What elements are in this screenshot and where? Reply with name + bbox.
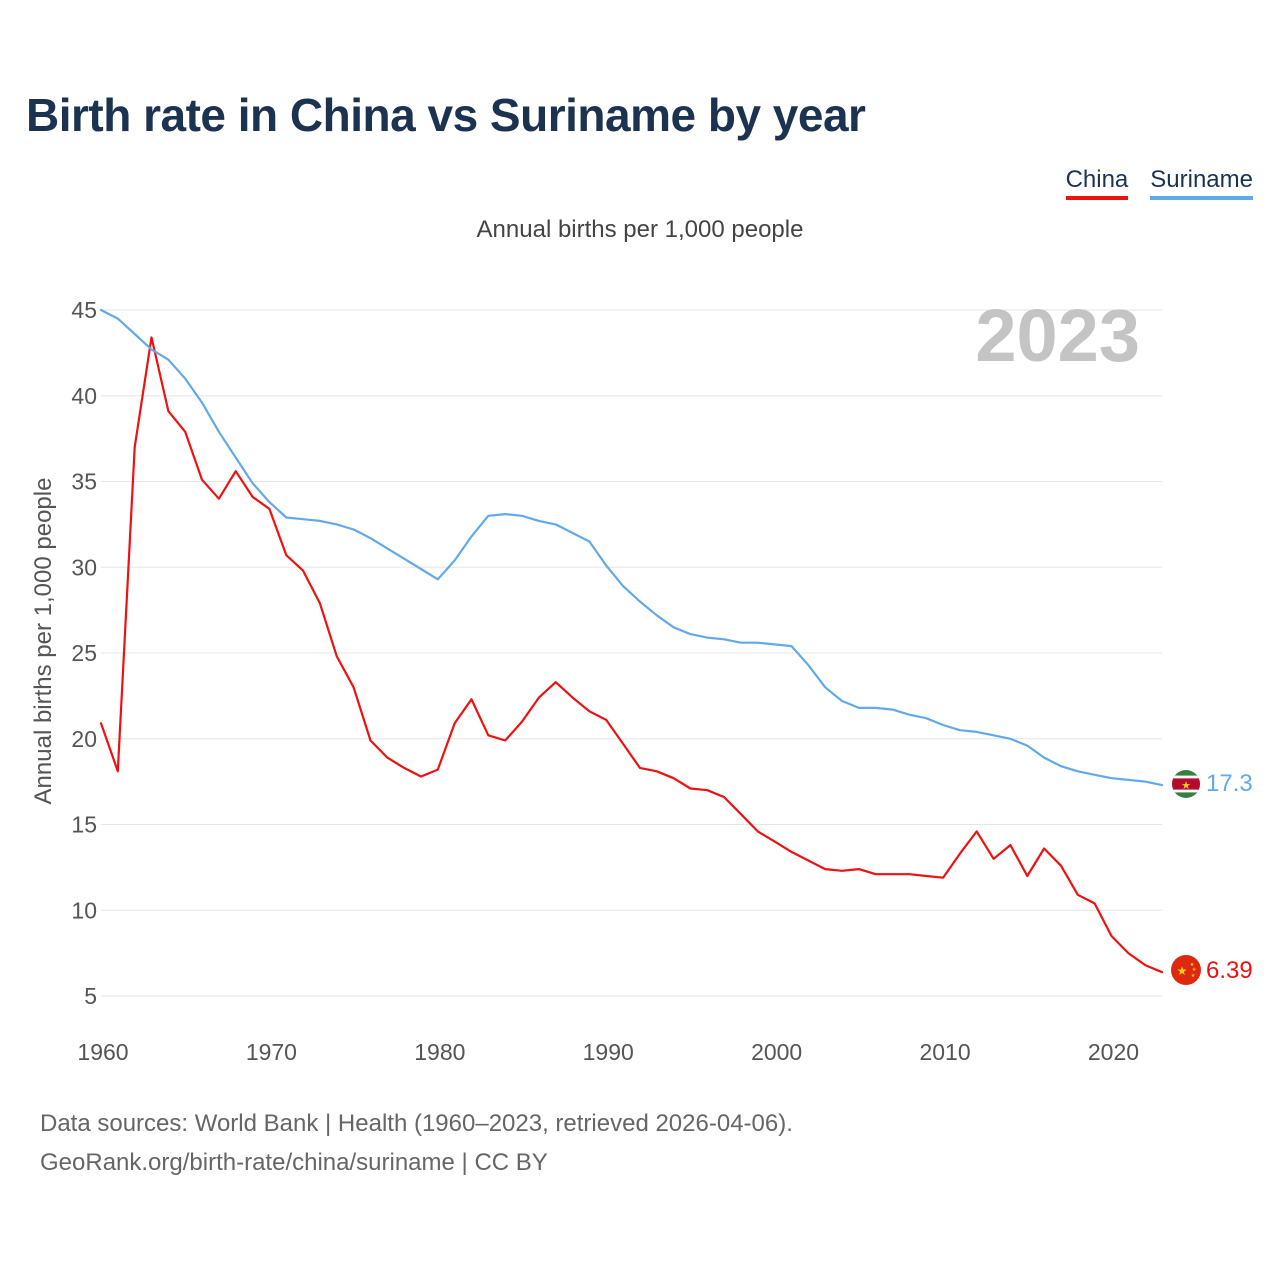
- y-tick-label: 10: [71, 897, 97, 923]
- x-tick-label: 2000: [751, 1039, 802, 1065]
- end-markers: ★ 17.3 ★ ★ ★ ★ 6.39: [1171, 770, 1253, 985]
- y-tick-label: 40: [71, 383, 97, 409]
- x-tick-label: 1970: [246, 1039, 297, 1065]
- x-tick-label: 2020: [1088, 1039, 1139, 1065]
- legend: China Suriname: [1065, 166, 1253, 200]
- y-tick-label: 30: [71, 554, 97, 580]
- china-end-value: 6.39: [1206, 957, 1253, 984]
- suriname-flag-icon: ★: [1172, 770, 1200, 798]
- y-axis-ticks: 5 10 15 20 25 30 35 40 45: [71, 297, 97, 1009]
- svg-text:★: ★: [1177, 964, 1188, 978]
- footer-link[interactable]: GeoRank.org/birth-rate/china/suriname | …: [40, 1149, 548, 1176]
- year-badge: 2023: [975, 294, 1140, 377]
- svg-text:★: ★: [1191, 973, 1196, 979]
- y-tick-label: 25: [71, 640, 97, 666]
- legend-item-china[interactable]: China: [1065, 166, 1129, 200]
- svg-text:★: ★: [1190, 962, 1195, 968]
- series-line-china[interactable]: [99, 336, 1164, 974]
- x-tick-label: 2010: [919, 1039, 970, 1065]
- y-tick-label: 5: [84, 983, 97, 1009]
- y-tick-label: 35: [71, 469, 97, 495]
- legend-item-suriname[interactable]: Suriname: [1150, 166, 1253, 200]
- svg-text:★: ★: [1181, 779, 1191, 792]
- footer-sources: Data sources: World Bank | Health (1960–…: [40, 1110, 793, 1137]
- y-axis-label: Annual births per 1,000 people: [30, 478, 57, 805]
- x-tick-label: 1960: [77, 1039, 128, 1065]
- china-flag-icon: ★ ★ ★ ★: [1171, 955, 1201, 985]
- x-tick-label: 1990: [583, 1039, 634, 1065]
- x-tick-label: 1980: [414, 1039, 465, 1065]
- x-axis-ticks: 1960 1970 1980 1990 2000 2010 2020: [77, 1039, 1139, 1065]
- y-tick-label: 20: [71, 726, 97, 752]
- chart-title: Birth rate in China vs Suriname by year: [26, 89, 866, 141]
- series-line-suriname[interactable]: [99, 308, 1164, 787]
- chart-subtitle: Annual births per 1,000 people: [476, 216, 804, 243]
- suriname-end-value: 17.3: [1206, 770, 1253, 797]
- grid-lines: [101, 309, 1162, 997]
- y-tick-label: 45: [71, 297, 97, 323]
- y-tick-label: 15: [71, 812, 97, 838]
- svg-text:★: ★: [1192, 967, 1197, 973]
- series-lines: [99, 308, 1164, 974]
- footer: Data sources: World Bank | Health (1960–…: [40, 1104, 793, 1182]
